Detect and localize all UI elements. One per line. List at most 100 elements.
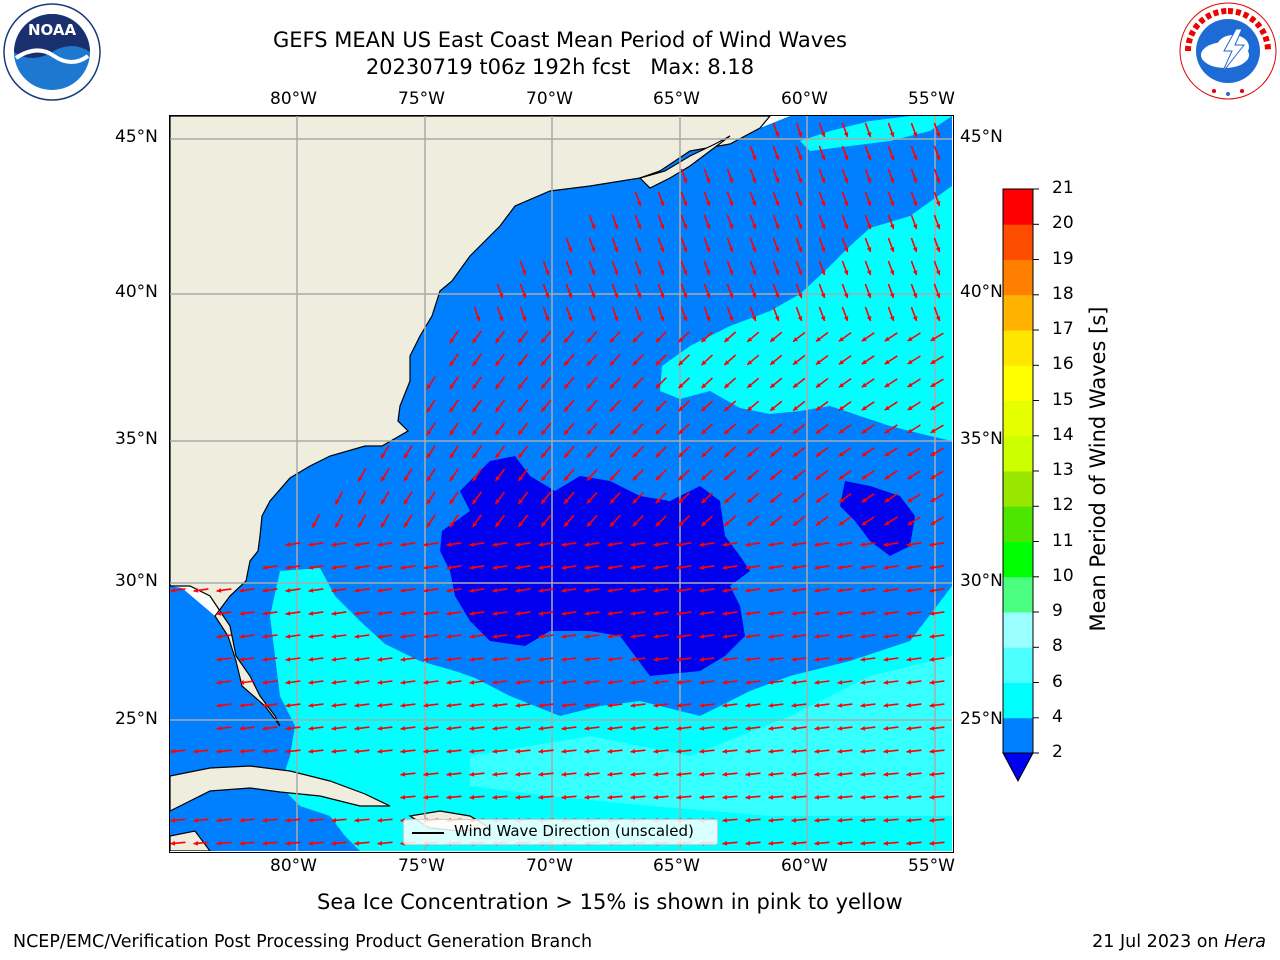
- wave-direction-arrowhead: [561, 794, 567, 800]
- wave-direction-arrowhead: [935, 201, 941, 206]
- wave-direction-arrowhead: [404, 476, 409, 482]
- wave-direction-arrowhead: [472, 384, 478, 390]
- wave-direction-arrowhead: [884, 474, 890, 480]
- wave-direction-arrowhead: [701, 452, 707, 458]
- wave-direction-arrowhead: [449, 338, 455, 344]
- wave-direction-arrowhead: [722, 611, 728, 616]
- wave-direction-arrowhead: [653, 680, 659, 685]
- wave-direction-arrowhead: [929, 657, 935, 662]
- lon-tick-top-65w: 65°W: [653, 89, 700, 109]
- wave-direction-arrowhead: [446, 726, 452, 731]
- wave-direction-arrowhead: [791, 840, 797, 846]
- colorbar-band: [1003, 365, 1033, 401]
- wave-direction-arrowhead: [843, 224, 849, 229]
- wave-direction-arrowhead: [912, 293, 918, 298]
- wave-direction-arrowhead: [285, 726, 291, 731]
- wave-direction-arrowhead: [609, 337, 615, 343]
- wave-direction-arrowhead: [335, 522, 340, 528]
- wave-direction-arrowhead: [699, 794, 705, 800]
- wave-direction-arrowhead: [492, 794, 498, 800]
- wave-direction-arrowhead: [906, 771, 912, 777]
- wave-direction-arrowhead: [446, 749, 452, 754]
- wave-direction-arrowhead: [722, 657, 728, 662]
- wave-direction-arrowhead: [492, 542, 498, 547]
- colorbar-tick-label: 19: [1052, 248, 1074, 269]
- wave-direction-arrowhead: [837, 703, 843, 708]
- wave-direction-arrowhead: [564, 475, 569, 481]
- wave-direction-arrowhead: [838, 405, 844, 411]
- colorbar-band: [1003, 294, 1033, 331]
- wave-direction-arrowhead: [354, 542, 360, 547]
- wave-direction-arrowhead: [774, 132, 780, 137]
- wave-direction-arrowhead: [774, 270, 780, 275]
- wave-direction-arrowhead: [930, 405, 936, 410]
- wave-direction-arrowhead: [587, 475, 592, 481]
- wave-direction-arrowhead: [774, 247, 780, 252]
- wave-direction-arrowhead: [935, 178, 941, 183]
- wave-direction-arrowhead: [538, 726, 544, 731]
- wave-direction-arrowhead: [705, 247, 711, 252]
- wave-direction-arrowhead: [866, 201, 872, 206]
- wave-direction-arrowhead: [791, 657, 797, 662]
- wave-direction-arrowhead: [308, 588, 314, 593]
- wave-direction-arrowhead: [701, 383, 707, 389]
- wave-direction-arrowhead: [239, 703, 245, 708]
- wave-direction-arrowhead: [883, 565, 889, 570]
- wave-direction-arrowhead: [426, 430, 432, 436]
- wave-direction-arrowhead: [861, 382, 867, 388]
- colorbar-band: [1003, 576, 1033, 613]
- wave-direction-arrowhead: [285, 634, 291, 639]
- wave-direction-arrowhead: [791, 680, 797, 685]
- wave-direction-arrowhead: [724, 337, 730, 342]
- wave-direction-arrowhead: [630, 680, 636, 685]
- wave-direction-arrowhead: [426, 407, 432, 413]
- wave-direction-arrowhead: [814, 771, 820, 777]
- wave-direction-arrowhead: [587, 337, 592, 343]
- wave-direction-arrowhead: [538, 680, 544, 685]
- wave-direction-arrowhead: [861, 359, 867, 365]
- wave-direction-arrowhead: [820, 293, 826, 298]
- wave-direction-arrowhead: [564, 406, 569, 412]
- wave-direction-arrowhead: [930, 428, 936, 433]
- wave-direction-arrowhead: [308, 703, 314, 708]
- lat-tick-right-45n: 45°N: [960, 127, 1003, 147]
- wave-direction-arrowhead: [745, 542, 751, 547]
- wave-direction-arrowhead: [814, 657, 820, 662]
- wave-direction-arrowhead: [423, 542, 429, 547]
- wave-direction-arrowhead: [331, 611, 337, 616]
- wave-direction-arrowhead: [907, 497, 913, 502]
- wave-direction-arrowhead: [728, 316, 734, 321]
- wave-direction-arrowhead: [492, 771, 498, 777]
- lon-tick-bottom-60w: 60°W: [781, 856, 828, 876]
- wave-direction-arrowhead: [607, 657, 613, 662]
- wave-direction-arrowhead: [793, 406, 798, 411]
- wave-direction-arrowhead: [883, 794, 889, 800]
- wave-direction-arrowhead: [170, 588, 176, 593]
- wave-direction-arrowhead: [820, 270, 826, 275]
- wave-direction-arrowhead: [837, 657, 843, 662]
- wave-direction-arrowhead: [239, 611, 245, 616]
- wave-direction-arrowhead: [193, 588, 199, 593]
- wave-direction-arrowhead: [791, 794, 797, 800]
- legend-line-swatch: [412, 832, 444, 834]
- wave-direction-arrowhead: [515, 634, 521, 639]
- wave-direction-arrowhead: [449, 384, 455, 390]
- wave-direction-arrowhead: [929, 794, 935, 800]
- wave-direction-arrowhead: [659, 224, 665, 229]
- wave-direction-arrowhead: [797, 293, 803, 298]
- wave-direction-arrowhead: [561, 657, 567, 662]
- wave-direction-arrowhead: [837, 749, 843, 754]
- wave-direction-arrowhead: [883, 749, 889, 754]
- wave-direction-arrowhead: [655, 475, 661, 481]
- wave-direction-arrowhead: [837, 680, 843, 685]
- colorbar-tick-label: 16: [1052, 354, 1074, 375]
- wave-direction-arrowhead: [193, 817, 199, 823]
- wave-direction-arrowhead: [308, 565, 314, 570]
- wave-direction-arrowhead: [816, 382, 821, 388]
- wave-direction-arrowhead: [498, 293, 504, 298]
- wave-direction-arrowhead: [797, 270, 803, 275]
- map-plot-area[interactable]: [169, 115, 954, 853]
- wave-direction-arrowhead: [377, 703, 383, 708]
- wave-direction-arrowhead: [678, 383, 684, 389]
- wave-direction-arrowhead: [653, 703, 659, 708]
